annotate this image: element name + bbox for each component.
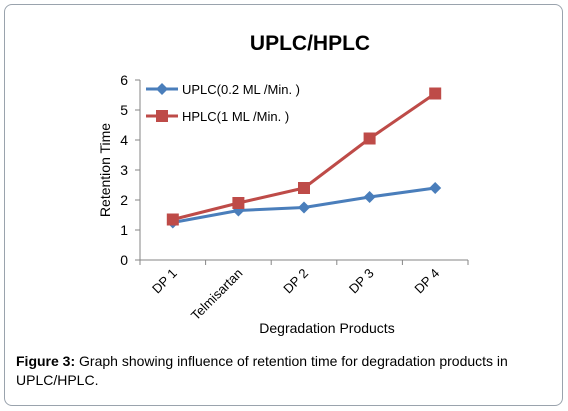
data-point <box>298 182 310 194</box>
data-point <box>429 182 442 194</box>
y-tick-label: 2 <box>120 192 128 208</box>
y-tick-label: 5 <box>120 102 128 118</box>
legend-label: HPLC(1 ML /Min. ) <box>182 109 289 124</box>
legend-item: HPLC(1 ML /Min. ) <box>146 109 289 124</box>
x-axis-label: Degradation Products <box>259 320 394 336</box>
line-chart: UPLC/HPLC Retention Time Degradation Pro… <box>97 32 469 336</box>
y-tick-label: 4 <box>120 132 128 148</box>
y-tick-label: 3 <box>120 162 128 178</box>
data-point <box>166 213 179 226</box>
x-tick-label: DP 2 <box>280 266 311 297</box>
x-tick-label: DP 3 <box>346 266 377 297</box>
data-point <box>298 201 310 214</box>
data-point <box>429 87 442 100</box>
data-point <box>363 132 376 145</box>
y-tick-label: 1 <box>120 222 128 238</box>
figure-frame <box>4 4 563 406</box>
x-tick-label: DP 4 <box>411 266 442 297</box>
chart-title: UPLC/HPLC <box>250 32 370 55</box>
x-tick-label: Telmisartan <box>188 266 246 324</box>
caption-label: Figure 3: <box>16 353 76 369</box>
legend-label: UPLC(0.2 ML /Min. ) <box>182 82 300 97</box>
data-point <box>363 191 376 203</box>
y-tick-label: 0 <box>120 252 128 268</box>
legend-marker <box>156 83 168 95</box>
caption-text: Graph showing influence of retention tim… <box>16 353 508 388</box>
legend-marker <box>156 110 168 122</box>
y-axis-label: Retention Time <box>97 123 113 217</box>
x-tick-label: DP 1 <box>149 266 180 297</box>
legend-item: UPLC(0.2 ML /Min. ) <box>146 82 300 97</box>
series-2 <box>166 87 442 226</box>
data-point <box>232 197 245 209</box>
figure-caption: Figure 3: Graph showing influence of ret… <box>16 352 556 390</box>
y-tick-label: 6 <box>120 72 128 88</box>
